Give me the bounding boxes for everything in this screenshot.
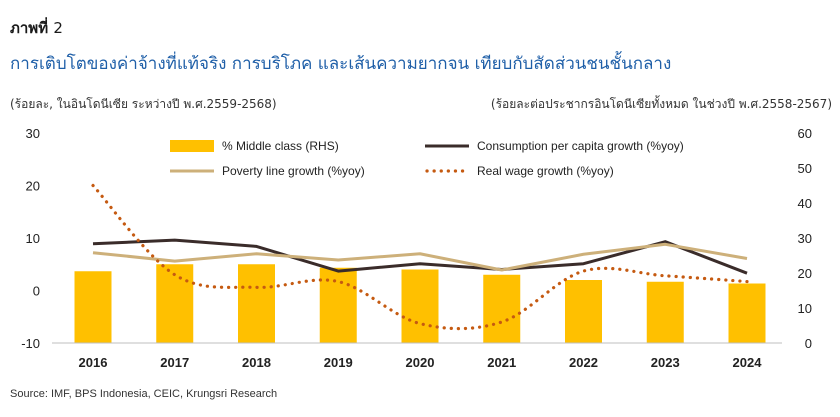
bar — [238, 264, 275, 343]
bar — [401, 269, 439, 343]
legend-label: % Middle class (RHS) — [222, 139, 339, 153]
bar — [565, 280, 602, 343]
bar — [156, 264, 194, 343]
legend-label: Real wage growth (%yoy) — [477, 164, 614, 178]
x-tick-label: 2024 — [733, 355, 763, 370]
x-tick-label: 2020 — [406, 355, 435, 370]
right-tick-label: 50 — [798, 161, 812, 176]
bar — [319, 267, 357, 343]
right-tick-label: 30 — [798, 231, 812, 246]
left-axis-unit: (ร้อยละ, ในอินโดนีเซีย ระหว่างปี พ.ศ.255… — [10, 97, 277, 111]
bar — [728, 283, 766, 343]
x-tick-label: 2023 — [651, 355, 680, 370]
legend-swatch-middle-class — [170, 140, 214, 152]
right-tick-label: 10 — [798, 301, 812, 316]
figure-label: ภาพที่ 2 — [10, 16, 63, 40]
chart-title: การเติบโตของค่าจ้างที่แท้จริง การบริโภค … — [10, 54, 672, 74]
legend-label: Poverty line growth (%yoy) — [222, 164, 365, 178]
left-tick-label: 20 — [26, 179, 40, 194]
figure-number: 2 — [53, 19, 63, 37]
bar — [483, 274, 521, 343]
x-tick-label: 2018 — [242, 355, 271, 370]
source-note: Source: IMF, BPS Indonesia, CEIC, Krungs… — [10, 388, 278, 400]
right-tick-label: 40 — [798, 196, 812, 211]
legend-label: Consumption per capita growth (%yoy) — [477, 139, 684, 153]
figure-label-text: ภาพที่ — [10, 19, 49, 37]
x-tick-label: 2016 — [79, 355, 108, 370]
x-tick-label: 2019 — [324, 355, 353, 370]
bar — [74, 271, 112, 343]
x-tick-label: 2021 — [487, 355, 516, 370]
left-tick-label: 30 — [26, 126, 40, 141]
right-axis-unit: (ร้อยละต่อประชากรอินโดนีเซียทั้งหมด ในช่… — [490, 97, 832, 111]
left-tick-label: 0 — [33, 284, 40, 299]
x-tick-label: 2022 — [569, 355, 598, 370]
left-tick-label: -10 — [21, 336, 40, 351]
bar — [646, 281, 684, 343]
right-tick-label: 60 — [798, 126, 812, 141]
x-tick-label: 2017 — [160, 355, 189, 370]
poverty-line — [92, 242, 748, 272]
right-tick-label: 20 — [798, 266, 812, 281]
left-tick-label: 10 — [26, 231, 40, 246]
real-wage-line — [91, 183, 749, 331]
right-tick-label: 0 — [805, 336, 812, 351]
